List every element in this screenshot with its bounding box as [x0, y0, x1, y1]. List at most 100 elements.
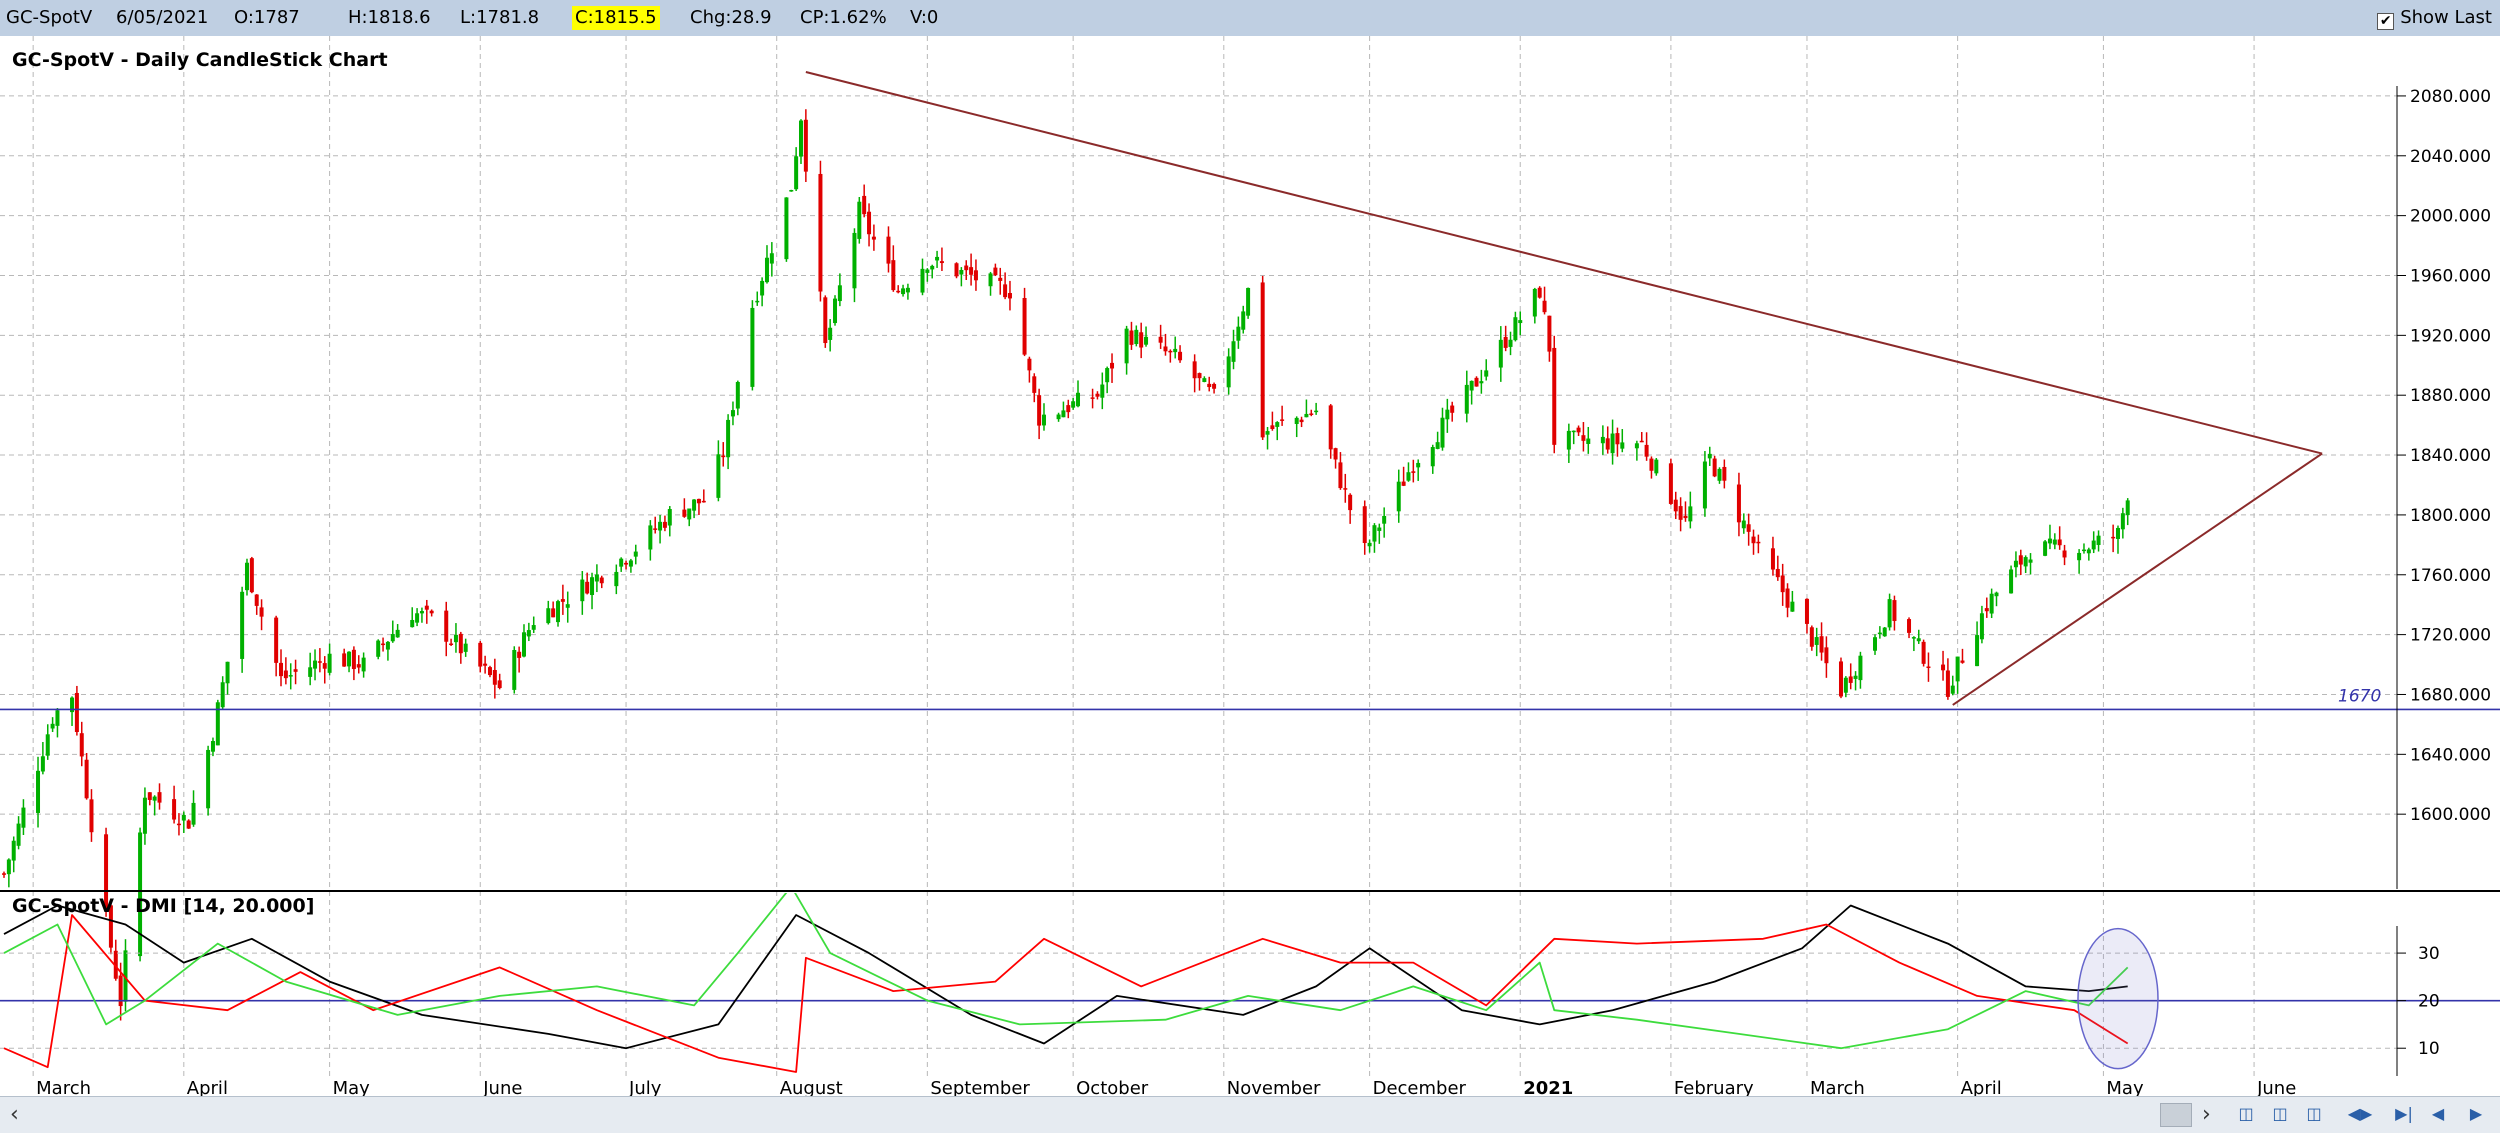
- dmi-line: [3, 914, 2129, 1073]
- candle-body: [2125, 500, 2130, 516]
- candle-body: [1056, 414, 1061, 420]
- fit-icon[interactable]: ◫: [2306, 1104, 2322, 1123]
- dmi-panel: 10 20 30 GC-SpotV - DMI [14, 20.000]: [0, 893, 2500, 1076]
- candle-body: [1542, 300, 1547, 313]
- show-last-toggle[interactable]: ✔ Show Last: [2377, 6, 2492, 30]
- candle-body: [478, 642, 483, 667]
- next-icon[interactable]: ▶: [2469, 1104, 2483, 1123]
- candle-body: [2120, 513, 2125, 530]
- candle-body: [419, 611, 424, 614]
- chart-scrollbar[interactable]: ‹ › ◫ ◫ ◫ ◀▶ ▶| ◀ ▶: [0, 1096, 2500, 1133]
- candle-body: [11, 840, 16, 861]
- first-icon[interactable]: ▶|: [2395, 1104, 2413, 1123]
- candle-body: [1440, 417, 1445, 448]
- candle-body: [1498, 339, 1503, 368]
- candle-body: [1853, 675, 1858, 679]
- expand-icon[interactable]: ◀▶: [2347, 1104, 2373, 1123]
- dmi-line: [3, 904, 2128, 1050]
- candle-body: [176, 823, 181, 826]
- candle-body: [429, 610, 434, 614]
- candle-body: [760, 280, 765, 296]
- candle-body: [1265, 431, 1270, 435]
- candle-body: [1110, 362, 1115, 369]
- candle-body: [896, 290, 901, 293]
- candle-body: [1838, 661, 1843, 697]
- scroll-right-button[interactable]: ›: [2202, 1102, 2211, 1127]
- zoom-out-icon[interactable]: ◫: [2272, 1104, 2288, 1123]
- candle-body: [254, 594, 259, 606]
- candle-body: [867, 211, 872, 235]
- candle-body: [1328, 405, 1333, 450]
- highlight-ellipse: [2077, 927, 2159, 1070]
- candle-body: [1061, 410, 1066, 418]
- scroll-left-button[interactable]: ‹: [10, 1102, 19, 1127]
- candle-body: [1746, 524, 1751, 532]
- date-label: 6/05/2021: [116, 7, 209, 28]
- candle-body: [123, 950, 128, 1002]
- candle-body: [1445, 409, 1450, 420]
- candle-body: [2023, 557, 2028, 567]
- candle-body: [857, 201, 862, 239]
- price-gridlines: [0, 95, 2397, 815]
- candle-body: [512, 649, 517, 690]
- candle-body: [1007, 293, 1012, 299]
- candle-body: [590, 577, 595, 596]
- candle-body: [16, 823, 21, 846]
- candle-body: [487, 667, 492, 676]
- candle-body: [1921, 641, 1926, 664]
- candle-body: [70, 697, 75, 713]
- candle-body: [1571, 430, 1576, 433]
- candle-body: [356, 664, 361, 668]
- candle-body: [2, 873, 6, 875]
- candle-body: [1338, 462, 1343, 489]
- prev-icon[interactable]: ◀: [2431, 1104, 2445, 1123]
- candle-body: [565, 604, 570, 608]
- candle-body: [249, 558, 254, 593]
- candle-body: [2009, 569, 2014, 594]
- price-tick-label: 1840.000: [2410, 446, 2491, 466]
- price-tick-label: 2000.000: [2410, 207, 2491, 227]
- candle-body: [1688, 506, 1693, 522]
- candle-body: [1605, 438, 1610, 450]
- candle-body: [1848, 676, 1853, 683]
- candle-body: [546, 608, 551, 624]
- scroll-thumb[interactable]: [2160, 1103, 2192, 1127]
- candle-body: [351, 649, 356, 670]
- candle-body: [458, 633, 463, 654]
- candle-body: [526, 630, 531, 637]
- candle-body: [84, 759, 89, 799]
- candle-body: [2096, 535, 2101, 545]
- candle-body: [279, 662, 284, 677]
- candle-body: [633, 551, 638, 557]
- candle-body: [293, 669, 298, 672]
- candle-body: [920, 268, 925, 293]
- candle-body: [852, 232, 857, 289]
- candle-body: [415, 613, 420, 623]
- price-tick-label: 1600.000: [2410, 805, 2491, 825]
- candle-body: [1979, 613, 1984, 640]
- candle-body: [580, 579, 585, 602]
- candle-body: [6, 859, 11, 875]
- candle-body: [682, 509, 687, 517]
- candle-body: [1702, 461, 1707, 509]
- candle-body: [1552, 347, 1557, 445]
- candle-body: [1348, 494, 1353, 511]
- candle-body: [2057, 539, 2062, 546]
- candle-body: [2091, 540, 2096, 550]
- change-value: Chg:28.9: [690, 7, 772, 28]
- candle-body: [886, 236, 891, 264]
- candle-body: [1717, 468, 1722, 481]
- candle-body: [449, 643, 454, 646]
- show-last-checkbox[interactable]: ✔: [2377, 13, 2395, 30]
- candle-body: [1537, 287, 1542, 298]
- chart-area[interactable]: 1670 1600.000 1640.000 1680.000 1720.000 176…: [0, 36, 2500, 1096]
- candle-body: [361, 657, 366, 672]
- candle-body: [1513, 317, 1518, 341]
- candle-body: [1945, 670, 1950, 697]
- candle-body: [735, 381, 740, 409]
- candle-body: [1343, 488, 1348, 490]
- zoom-in-icon[interactable]: ◫: [2238, 1104, 2254, 1123]
- candle-body: [45, 734, 50, 756]
- quote-toolbar: GC-SpotV 6/05/2021 O:1787 H:1818.6 L:178…: [0, 0, 2500, 37]
- month-label: March: [36, 1078, 91, 1096]
